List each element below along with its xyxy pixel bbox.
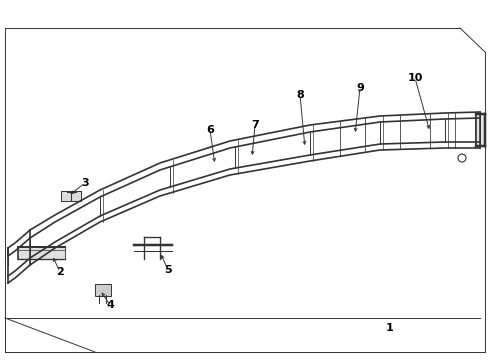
- Text: 9: 9: [356, 83, 364, 93]
- Text: 2: 2: [56, 267, 64, 277]
- Text: 10: 10: [407, 73, 423, 83]
- Text: 8: 8: [296, 90, 304, 100]
- Text: 3: 3: [81, 178, 89, 188]
- Text: 4: 4: [106, 300, 114, 310]
- Text: 7: 7: [251, 120, 259, 130]
- Text: 5: 5: [164, 265, 172, 275]
- FancyBboxPatch shape: [95, 284, 111, 296]
- Text: 6: 6: [206, 125, 214, 135]
- Text: 1: 1: [386, 323, 394, 333]
- FancyBboxPatch shape: [61, 191, 81, 201]
